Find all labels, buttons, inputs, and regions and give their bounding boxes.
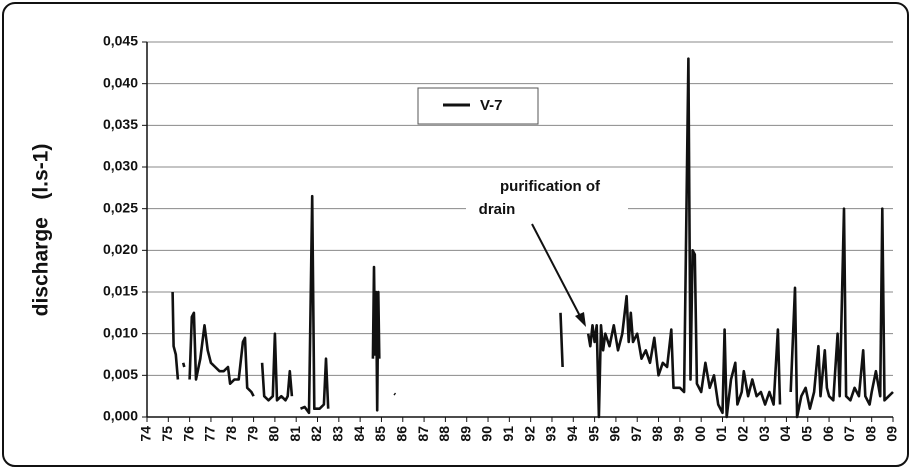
x-tick-label: 77 xyxy=(202,426,218,442)
legend: V-7 xyxy=(417,87,539,125)
x-tick-label: 91 xyxy=(500,426,516,442)
x-tick-label: 80 xyxy=(266,426,282,442)
x-tick-label: 97 xyxy=(628,426,644,442)
y-tick-label: 0,005 xyxy=(103,366,138,382)
x-tick-label: 95 xyxy=(585,426,601,442)
y-tick-label: 0,045 xyxy=(103,33,138,49)
annotation-arrow xyxy=(531,223,582,319)
x-tick-label: 90 xyxy=(479,426,495,442)
y-axis-label: discharge (l.s-1) xyxy=(30,144,53,317)
annotation-background xyxy=(466,170,628,228)
x-tick-label: 05 xyxy=(798,426,814,442)
annotation-arrow-head xyxy=(575,312,586,327)
x-tick-label: 81 xyxy=(287,426,303,442)
x-tick-label: 06 xyxy=(820,426,836,442)
x-tick-label: 09 xyxy=(884,426,900,442)
x-tick-label: 93 xyxy=(543,426,559,442)
x-tick-label: 92 xyxy=(521,426,537,442)
x-tick-label: 87 xyxy=(415,426,431,442)
x-tick-label: 75 xyxy=(159,426,175,442)
x-tick-label: 98 xyxy=(649,426,665,442)
x-tick-label: 00 xyxy=(692,426,708,442)
x-tick-label: 07 xyxy=(841,426,857,442)
x-tick-label: 74 xyxy=(138,426,154,442)
annotation-line: purification of xyxy=(500,178,601,195)
x-tick-label: 88 xyxy=(436,426,452,442)
y-tick-label: 0,040 xyxy=(103,74,138,90)
y-tick-label: 0,025 xyxy=(103,199,138,215)
legend-label: V-7 xyxy=(480,97,503,114)
x-tick-label: 01 xyxy=(713,426,729,442)
x-tick-label: 04 xyxy=(777,426,793,442)
y-tick-label: 0,030 xyxy=(103,158,138,174)
x-tick-label: 89 xyxy=(457,426,473,442)
x-tick-label: 08 xyxy=(862,426,878,442)
x-tick-label: 03 xyxy=(756,426,772,442)
x-tick-label: 79 xyxy=(244,426,260,442)
x-tick-label: 85 xyxy=(372,426,388,442)
legend-box xyxy=(417,87,539,125)
x-tick-label: 94 xyxy=(564,426,580,442)
x-tick-label: 99 xyxy=(671,426,687,442)
x-tick-label: 86 xyxy=(393,426,409,442)
y-tick-label: 0,000 xyxy=(103,408,138,424)
x-tick-label: 78 xyxy=(223,426,239,442)
x-tick-label: 02 xyxy=(735,426,751,442)
data-line xyxy=(171,57,894,419)
x-tick-label: 76 xyxy=(180,426,196,442)
y-tick-label: 0,020 xyxy=(103,241,138,257)
x-tick-label: 82 xyxy=(308,426,324,442)
x-tick-label: 83 xyxy=(330,426,346,442)
y-tick-label: 0,010 xyxy=(103,324,138,340)
y-tick-label: 0,035 xyxy=(103,116,138,132)
x-tick-label: 96 xyxy=(607,426,623,442)
x-tick-label: 84 xyxy=(351,426,367,442)
annotation-line: drain xyxy=(479,201,516,218)
plot-area: 0,000 0,005 0,010 0,015 0,020 0,025 0,030 0,035… xyxy=(103,33,900,442)
y-tick-label: 0,015 xyxy=(103,283,138,299)
